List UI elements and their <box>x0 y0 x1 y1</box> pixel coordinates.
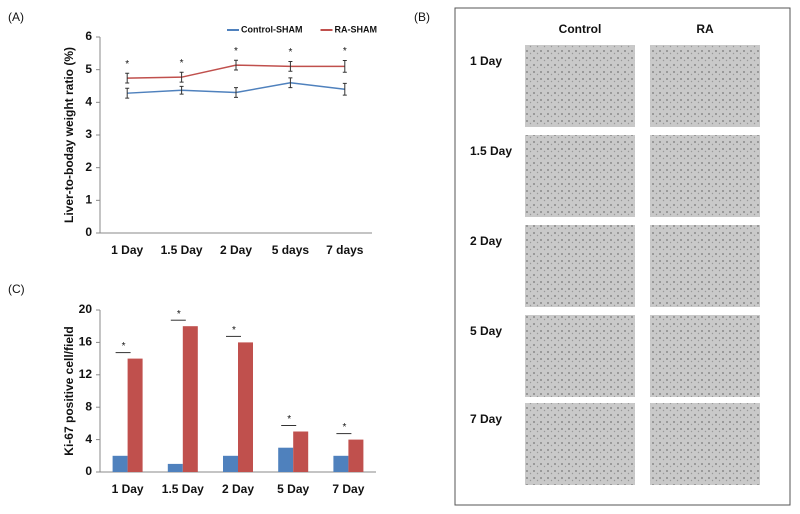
bar <box>182 326 198 472</box>
panel-label: (A) <box>8 10 24 24</box>
histology-image <box>525 315 635 397</box>
error-bar <box>125 72 130 84</box>
row-label: 1.5 Day <box>470 144 512 158</box>
x-tick-label: 2 Day <box>220 243 252 257</box>
bar <box>348 439 364 472</box>
error-bar <box>342 60 347 73</box>
bar <box>223 455 238 472</box>
bar <box>127 358 143 472</box>
y-tick-label: 6 <box>85 29 92 43</box>
significance: * <box>288 47 292 58</box>
y-tick-label: 4 <box>85 95 92 109</box>
error-bar <box>179 85 184 95</box>
histology-image <box>650 225 760 307</box>
y-tick-label: 0 <box>85 464 92 478</box>
row-label: 1 Day <box>470 54 502 68</box>
x-tick-label: 1.5 Day <box>161 243 203 257</box>
histology-image <box>525 45 635 127</box>
x-tick-label: 7 days <box>326 243 364 257</box>
y-tick-label: 8 <box>85 399 92 413</box>
x-tick-label: 5 Day <box>277 482 309 496</box>
significance: * <box>177 309 181 320</box>
y-tick-label: 20 <box>79 302 93 316</box>
panel-label: (B) <box>414 10 430 24</box>
histology-image <box>525 403 635 485</box>
significance: * <box>342 422 346 433</box>
significance: * <box>343 46 347 57</box>
significance: * <box>232 325 236 336</box>
y-tick-label: 0 <box>85 225 92 239</box>
histology-image <box>525 135 635 217</box>
y-axis-label: Ki-67 positive cell/field <box>62 326 76 455</box>
x-tick-label: 7 Day <box>332 482 364 496</box>
x-tick-label: 5 days <box>272 243 310 257</box>
error-bar <box>179 71 184 83</box>
panel-label: (C) <box>8 282 25 296</box>
x-tick-label: 2 Day <box>222 482 254 496</box>
row-label: 2 Day <box>470 234 502 248</box>
histology-image <box>525 225 635 307</box>
histology-image <box>650 135 760 217</box>
column-header: RA <box>696 22 714 36</box>
x-tick-label: 1 Day <box>112 482 144 496</box>
y-tick-label: 16 <box>79 335 93 349</box>
y-tick-label: 4 <box>85 432 92 446</box>
significance: * <box>287 414 291 425</box>
row-label: 7 Day <box>470 412 502 426</box>
legend-label: RA-SHAM <box>335 24 378 34</box>
significance: * <box>234 46 238 57</box>
histology-image <box>650 315 760 397</box>
y-tick-label: 1 <box>85 193 92 207</box>
significance: * <box>180 58 184 69</box>
error-bar <box>234 59 238 71</box>
x-tick-label: 1 Day <box>111 243 143 257</box>
y-tick-label: 12 <box>79 367 93 381</box>
significance: * <box>125 59 129 70</box>
x-tick-label: 1.5 Day <box>162 482 204 496</box>
y-tick-label: 2 <box>85 160 92 174</box>
y-axis-label: Liver-to-boday weight ratio (%) <box>62 47 76 223</box>
histology-image <box>650 403 760 485</box>
error-bar <box>125 87 130 99</box>
error-bar <box>288 77 293 89</box>
error-bar <box>234 87 238 98</box>
legend-label: Control-SHAM <box>241 24 303 34</box>
significance: * <box>122 341 126 352</box>
bar <box>278 447 294 472</box>
bar <box>293 431 309 472</box>
column-header: Control <box>559 22 602 36</box>
error-bar <box>288 61 293 72</box>
bar <box>167 463 183 472</box>
error-bar <box>342 82 347 96</box>
y-tick-label: 3 <box>85 127 92 141</box>
bar <box>112 455 128 472</box>
row-label: 5 Day <box>470 324 502 338</box>
bar <box>333 455 349 472</box>
bar <box>238 342 253 472</box>
histology-image <box>650 45 760 127</box>
panel-frame <box>454 7 791 506</box>
y-tick-label: 5 <box>85 62 92 76</box>
